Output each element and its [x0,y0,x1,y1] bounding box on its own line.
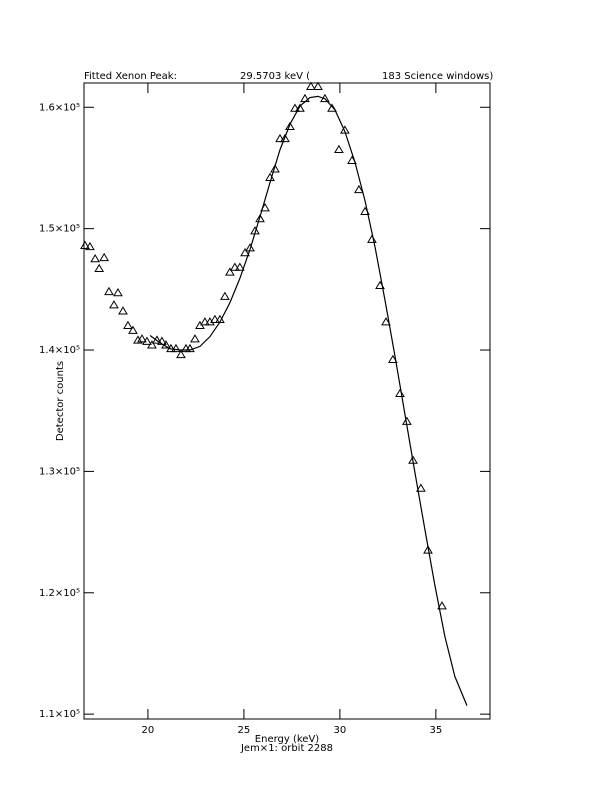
data-point [240,247,250,257]
title-part: Fitted Xenon Peak: [84,71,177,82]
data-point [220,291,230,300]
data-point [230,262,240,271]
data-point [147,340,157,349]
data-point [381,317,391,326]
data-point [275,133,285,143]
title-part: 29.5703 keV ( [240,71,310,82]
data-point [395,388,405,398]
data-point [113,287,123,297]
data-point [94,263,105,273]
data-point [290,103,300,112]
data-point [234,262,245,271]
plot-frame [83,82,491,720]
data-point [423,545,433,554]
data-point [416,483,426,492]
data-point [270,164,280,173]
data-point [109,300,119,309]
data-point [306,81,316,90]
data-point [133,335,143,344]
data-point [200,317,210,326]
fit-line [149,95,468,706]
data-point [437,601,447,610]
data-point [104,286,114,296]
data-point [171,343,181,353]
data-point [190,334,200,343]
x-tick-label: 20 [142,725,155,736]
data-point [255,213,265,223]
data-point [176,349,186,359]
data-point [285,121,295,130]
data-point [354,184,364,194]
data-point [295,103,305,112]
title-part: 183 Science windows) [382,71,493,82]
x-axis-label: Energy (keV) [255,734,320,745]
x-axis-sublabel: Jem×1: orbit 2288 [240,743,333,754]
data-point [185,343,195,353]
data-point [99,252,110,262]
y-tick-label: 1.4×10⁵ [39,345,80,356]
y-tick-label: 1.2×10⁵ [39,588,80,599]
x-tick-label: 35 [429,725,442,736]
data-point [128,325,138,334]
y-tick-label: 1.6×10⁵ [39,102,80,113]
x-tick-label: 30 [334,725,347,736]
data-point [85,241,95,251]
data-point [137,334,147,343]
data-point [280,133,290,143]
data-point [118,306,128,315]
data-point [142,336,152,345]
data-point [334,144,344,154]
data-point [80,240,90,249]
data-point [210,314,220,323]
data-point [313,81,323,90]
data-point [367,234,377,243]
y-tick-label: 1.3×10⁵ [39,466,80,477]
y-axis-label: Detector counts [55,361,66,441]
x-tick-label: 25 [238,725,251,736]
data-point [90,254,101,263]
data-point [387,354,398,364]
data-point [225,267,235,276]
y-tick-label: 1.5×10⁵ [39,224,80,235]
data-point [123,320,133,330]
y-tick-label: 1.1×10⁵ [39,709,80,720]
